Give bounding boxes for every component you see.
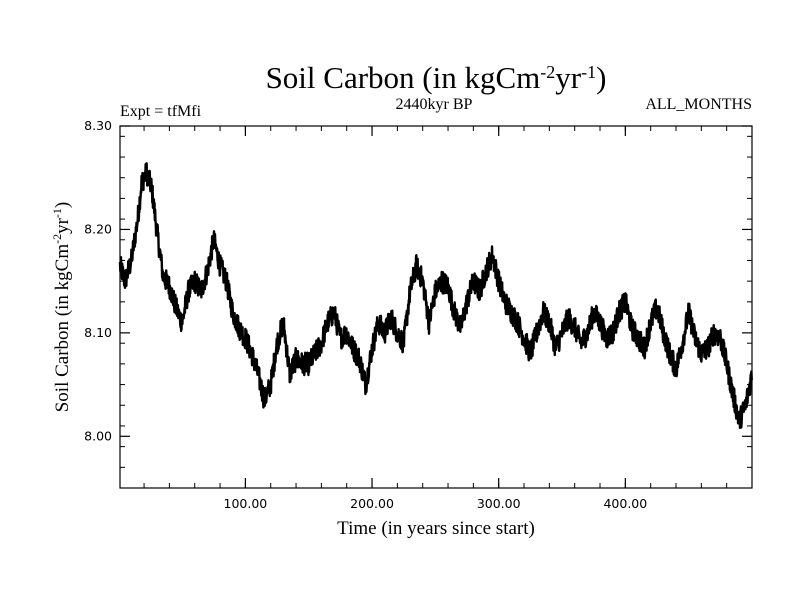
ylabel-exponent-2: -1 [50, 208, 64, 218]
soil-carbon-series-line [118, 162, 754, 430]
title-unit: yr [555, 60, 582, 95]
ylabel-exponent-1: -2 [50, 234, 64, 244]
x-tick-label: 200.00 [350, 496, 394, 511]
y-axis-label: Soil Carbon (in kgCm-2yr-1) [50, 202, 73, 413]
x-tick-label: 400.00 [603, 496, 647, 511]
title-main: Soil Carbon (in kgCm [266, 60, 541, 95]
title-close: ) [596, 60, 606, 95]
months-subtitle: ALL_MONTHS [645, 96, 752, 113]
ylabel-main: Soil Carbon (in kgCm [52, 244, 73, 413]
experiment-subtitle: Expt = tfMfi [120, 103, 202, 120]
plot-frame [119, 125, 753, 489]
title-exponent-2: -1 [581, 62, 596, 82]
period-subtitle: 2440kyr BP [396, 96, 473, 113]
ylabel-unit: yr [52, 217, 73, 234]
x-axis-label: Time (in years since start) [337, 518, 535, 539]
title-exponent-1: -2 [540, 62, 555, 82]
y-tick-label: 8.10 [84, 325, 112, 340]
x-axis-ticks: 100.00 200.00 300.00 400.00 [143, 126, 753, 511]
x-tick-label: 300.00 [477, 496, 521, 511]
chart-title: Soil Carbon (in kgCm-2yr-1) [266, 60, 607, 95]
y-tick-label: 8.20 [84, 221, 112, 236]
y-tick-label: 8.30 [84, 118, 112, 133]
x-tick-label: 100.00 [224, 496, 268, 511]
y-tick-label: 8.00 [84, 428, 112, 443]
ylabel-close: ) [52, 202, 73, 208]
